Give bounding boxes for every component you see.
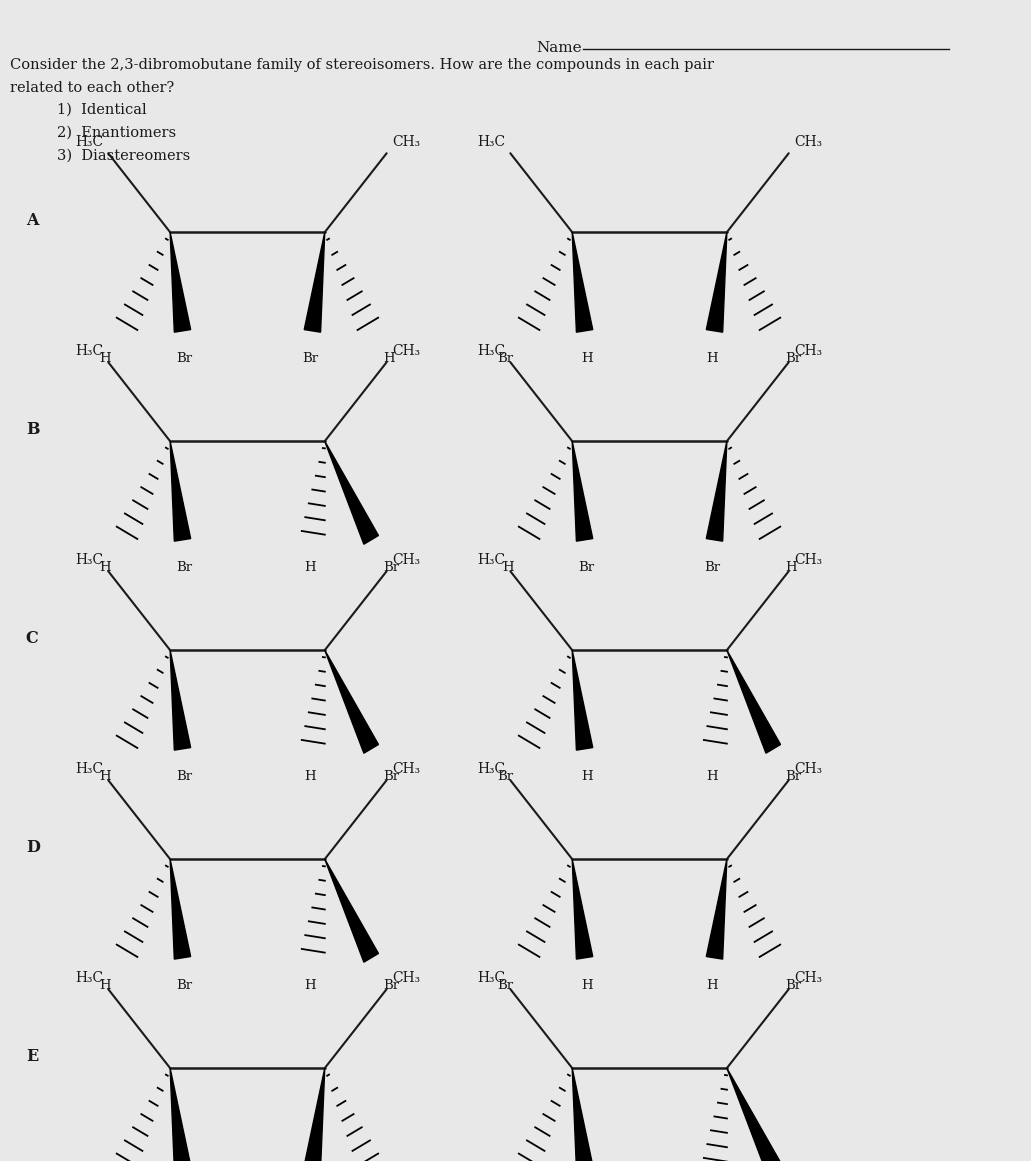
Text: Br: Br	[176, 979, 193, 991]
Text: H: H	[304, 770, 317, 783]
Polygon shape	[170, 1068, 191, 1161]
Polygon shape	[727, 650, 780, 753]
Text: H: H	[100, 979, 111, 991]
Text: Br: Br	[176, 352, 193, 365]
Polygon shape	[706, 441, 727, 541]
Text: H: H	[706, 770, 719, 783]
Text: Br: Br	[176, 561, 193, 574]
Text: H: H	[502, 561, 513, 574]
Text: 2)  Enantiomers: 2) Enantiomers	[57, 125, 176, 139]
Text: related to each other?: related to each other?	[10, 81, 174, 95]
Text: H: H	[304, 561, 317, 574]
Text: H₃C: H₃C	[477, 553, 505, 567]
Text: A: A	[26, 212, 38, 229]
Text: Br: Br	[786, 352, 802, 365]
Text: Name: Name	[536, 41, 581, 55]
Text: H₃C: H₃C	[75, 553, 103, 567]
Text: 1)  Identical: 1) Identical	[57, 102, 146, 116]
Text: Br: Br	[302, 352, 319, 365]
Polygon shape	[325, 441, 378, 545]
Text: Br: Br	[497, 770, 513, 783]
Text: D: D	[26, 839, 39, 856]
Polygon shape	[304, 1068, 325, 1161]
Text: Br: Br	[497, 352, 513, 365]
Text: H₃C: H₃C	[75, 344, 103, 358]
Text: Br: Br	[786, 979, 802, 991]
Text: H: H	[580, 770, 593, 783]
Text: H: H	[100, 770, 111, 783]
Text: H₃C: H₃C	[75, 135, 103, 149]
Polygon shape	[727, 1068, 780, 1161]
Text: E: E	[26, 1048, 38, 1065]
Text: 3)  Diastereomers: 3) Diastereomers	[57, 149, 190, 163]
Text: H₃C: H₃C	[477, 135, 505, 149]
Text: CH₃: CH₃	[794, 135, 822, 149]
Polygon shape	[325, 859, 378, 962]
Text: Consider the 2,3-dibromobutane family of stereoisomers. How are the compounds in: Consider the 2,3-dibromobutane family of…	[10, 58, 714, 72]
Text: CH₃: CH₃	[392, 135, 420, 149]
Text: H: H	[384, 352, 395, 365]
Text: C: C	[26, 630, 38, 647]
Text: CH₃: CH₃	[392, 762, 420, 776]
Text: H: H	[706, 979, 719, 991]
Text: H₃C: H₃C	[477, 762, 505, 776]
Text: CH₃: CH₃	[392, 344, 420, 358]
Text: Br: Br	[176, 770, 193, 783]
Text: Br: Br	[384, 561, 400, 574]
Text: CH₃: CH₃	[794, 971, 822, 985]
Text: CH₃: CH₃	[794, 762, 822, 776]
Text: Br: Br	[384, 979, 400, 991]
Polygon shape	[572, 1068, 593, 1161]
Polygon shape	[170, 859, 191, 959]
Text: H: H	[100, 561, 111, 574]
Polygon shape	[572, 650, 593, 750]
Text: Br: Br	[578, 561, 595, 574]
Text: H₃C: H₃C	[75, 971, 103, 985]
Text: CH₃: CH₃	[794, 344, 822, 358]
Polygon shape	[572, 441, 593, 541]
Polygon shape	[325, 650, 378, 753]
Text: Br: Br	[704, 561, 721, 574]
Text: B: B	[26, 421, 39, 438]
Text: Br: Br	[786, 770, 802, 783]
Polygon shape	[170, 232, 191, 332]
Text: CH₃: CH₃	[392, 553, 420, 567]
Text: CH₃: CH₃	[392, 971, 420, 985]
Text: H₃C: H₃C	[477, 344, 505, 358]
Polygon shape	[572, 859, 593, 959]
Text: CH₃: CH₃	[794, 553, 822, 567]
Text: H: H	[706, 352, 719, 365]
Polygon shape	[170, 650, 191, 750]
Text: H: H	[304, 979, 317, 991]
Text: H: H	[580, 352, 593, 365]
Text: Br: Br	[497, 979, 513, 991]
Polygon shape	[170, 441, 191, 541]
Text: H: H	[100, 352, 111, 365]
Polygon shape	[572, 232, 593, 332]
Text: H₃C: H₃C	[477, 971, 505, 985]
Polygon shape	[706, 232, 727, 332]
Text: H: H	[580, 979, 593, 991]
Text: H₃C: H₃C	[75, 762, 103, 776]
Text: Br: Br	[384, 770, 400, 783]
Text: H: H	[786, 561, 797, 574]
Polygon shape	[304, 232, 325, 332]
Polygon shape	[706, 859, 727, 959]
